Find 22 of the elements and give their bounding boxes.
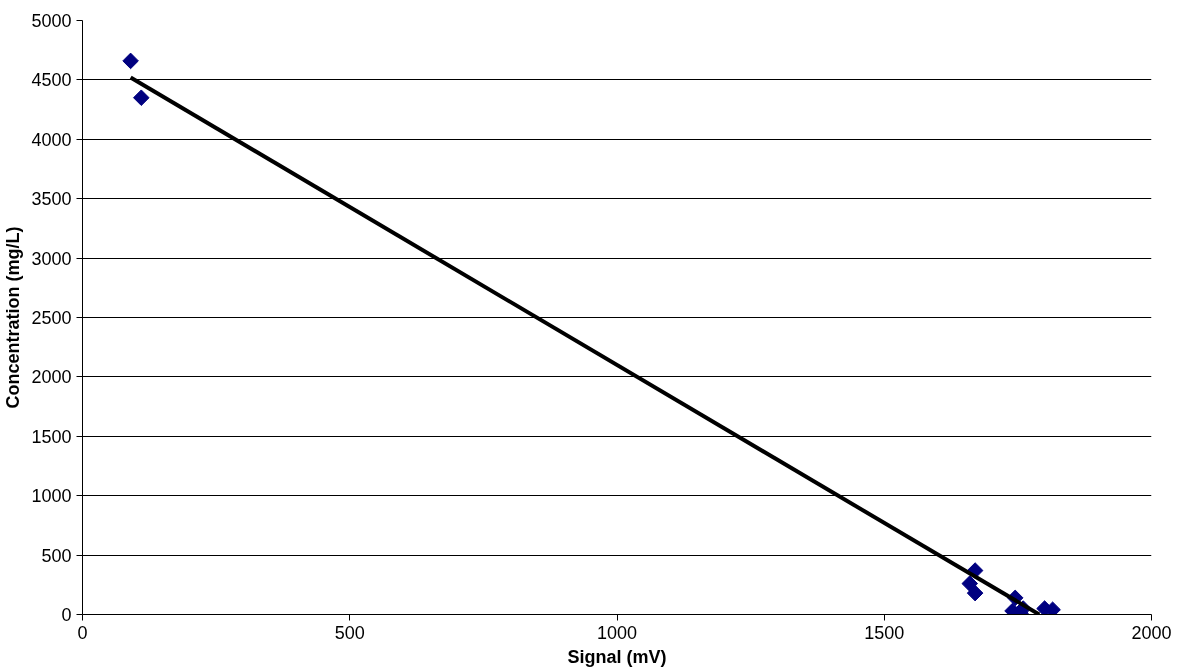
point [966,584,984,602]
x-tick-label: 1500 [864,622,905,643]
y-tick-label: 0 [61,605,72,625]
x-axis-title: Signal (mV) [567,646,667,667]
y-tick-label: 2500 [31,308,72,328]
point [961,575,979,592]
point [133,89,150,106]
point [122,52,139,70]
x-tick-label: 0 [77,622,88,643]
y-tick-label: 4000 [31,129,72,150]
x-tick-label: 500 [334,622,365,643]
y-tick-label: 3000 [31,248,72,269]
y-tick-label: 1000 [31,486,72,507]
y-tick-label: 3500 [31,189,72,210]
y-tick-label: 4500 [31,70,72,91]
y-tick-label: 5000 [31,11,72,31]
y-tick-label: 500 [41,545,72,566]
y-axis-title: Concentration (mg/L) [3,226,24,409]
x-tick-label: 2000 [1131,622,1172,643]
y-tick-label: 2000 [31,367,72,388]
x-tick-label: 1000 [596,622,638,643]
y-tick-label: 1500 [31,426,72,447]
